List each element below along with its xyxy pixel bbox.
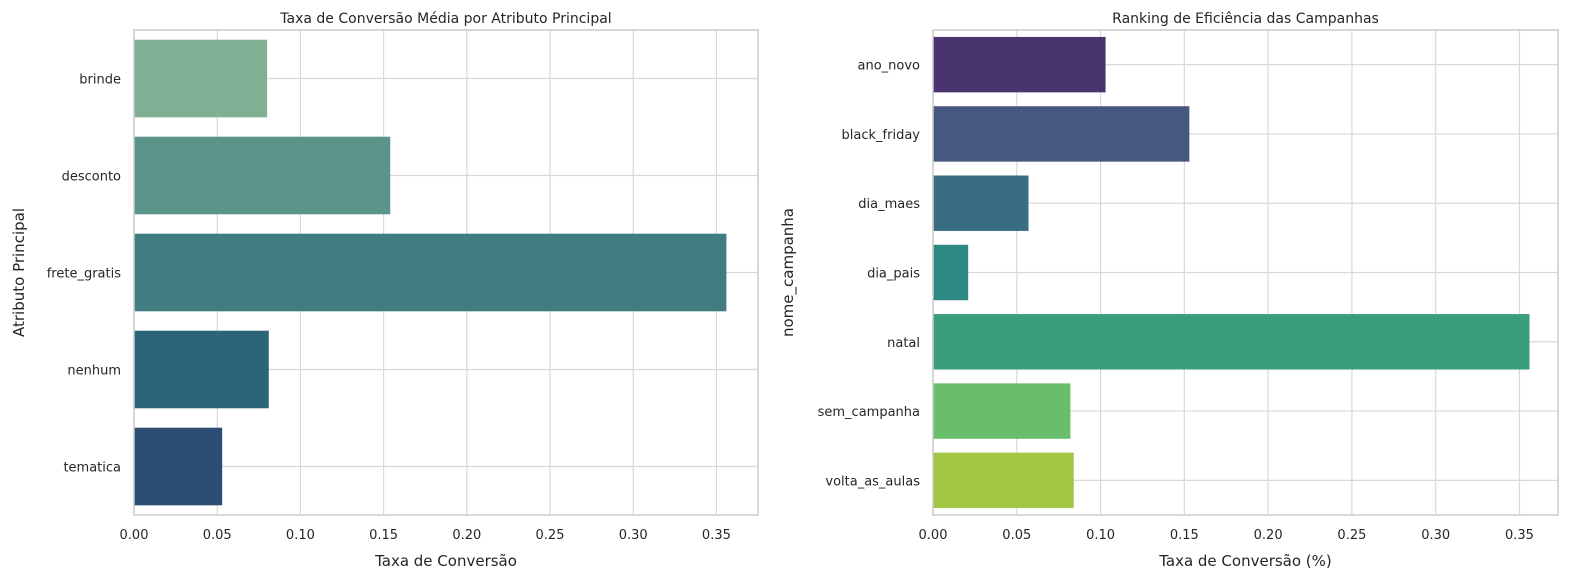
y-tick-label: dia_pais <box>867 267 920 282</box>
y-tick-label: nenhum <box>67 364 121 379</box>
x-axis-label: Taxa de Conversão <box>374 552 517 570</box>
x-tick-label: 0.05 <box>1002 528 1031 543</box>
x-tick-label: 0.30 <box>1421 528 1450 543</box>
plot-frame <box>133 29 759 516</box>
chart-campaign-efficiency-ranking: ano_novo black_friday dia_maes dia_paisnata… <box>779 11 1559 570</box>
bar-volta_as_aulas <box>933 452 1074 509</box>
y-tick-label: dia_maes <box>858 197 920 212</box>
x-tick-label: 0.35 <box>1505 528 1534 543</box>
x-tick-label: 0.20 <box>452 528 481 543</box>
x-tick-label: 0.10 <box>286 528 315 543</box>
x-tick-label: 0.25 <box>1337 528 1366 543</box>
x-tick-label: 0.00 <box>120 528 149 543</box>
x-tick-label: 0.15 <box>1170 528 1199 543</box>
bar-brinde <box>134 39 268 118</box>
bar-dia_maes <box>933 175 1029 231</box>
x-tick-label: 0.10 <box>1086 528 1115 543</box>
bar-desconto <box>134 136 391 215</box>
bar-nenhum <box>134 330 269 409</box>
y-tick-label: tematica <box>63 461 121 476</box>
bar-frete_gratis <box>134 233 727 312</box>
x-tick-label: 0.15 <box>369 528 398 543</box>
bar-ano_novo <box>933 36 1106 93</box>
bar-dia_pais <box>933 244 969 301</box>
x-tick-label: 0.35 <box>702 528 731 543</box>
x-tick-label: 0.25 <box>536 528 565 543</box>
x-axis-label: Taxa de Conversão (%) <box>1158 552 1332 570</box>
y-tick-label: black_friday <box>842 128 921 143</box>
y-axis-label: Atributo Principal <box>10 208 28 337</box>
y-tick-label: natal <box>887 336 920 351</box>
y-tick-label: ano_novo <box>858 59 921 74</box>
plot-frame <box>932 29 1559 516</box>
y-axis-label: nome_campanha <box>779 208 798 337</box>
x-tick-label: 0.00 <box>919 528 948 543</box>
y-tick-label: desconto <box>62 170 121 185</box>
y-tick-label: sem_campanha <box>818 405 920 420</box>
bar-natal <box>933 314 1530 370</box>
y-tick-label: volta_as_aulas <box>825 474 920 489</box>
bar-tematica <box>134 427 223 506</box>
y-tick-label: frete_gratis <box>47 267 122 282</box>
chart-title: Ranking de Eficiência das Campanhas <box>1112 11 1379 27</box>
y-tick-label: brinde <box>79 73 121 88</box>
bar-sem_campanha <box>933 383 1071 439</box>
x-tick-label: 0.20 <box>1254 528 1283 543</box>
bar-black_friday <box>933 106 1190 162</box>
x-tick-label: 0.30 <box>619 528 648 543</box>
x-tick-label: 0.05 <box>203 528 232 543</box>
chart-title: Taxa de Conversão Média por Atributo Pri… <box>279 11 611 27</box>
